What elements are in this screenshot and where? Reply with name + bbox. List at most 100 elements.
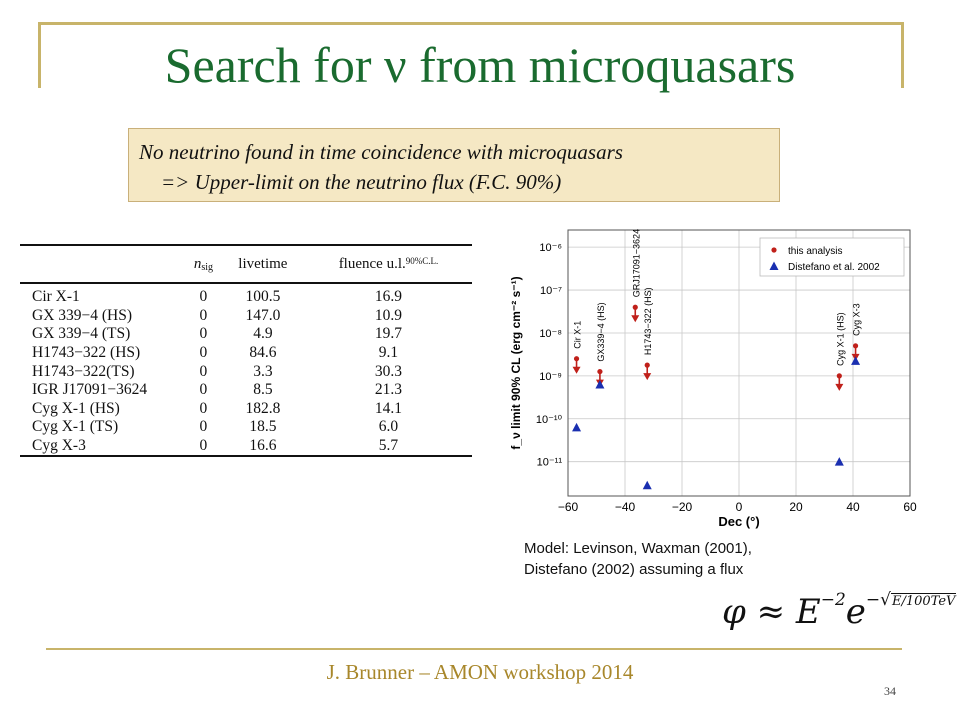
cell-fluence: 14.1 — [374, 399, 403, 417]
distefano-point — [851, 356, 861, 365]
upper-limit-arrowhead — [643, 373, 652, 381]
model-description: Model: Levinson, Waxman (2001), Distefan… — [524, 538, 752, 580]
x-tick-label: 0 — [736, 500, 743, 514]
cell-nsig: 0 — [199, 381, 208, 399]
header-fluence: fluence u.l.90%C.L. — [304, 244, 472, 284]
point-annotation: GRJ17091−3624 — [631, 229, 641, 297]
flux-limit-chart: −60 −40 −20 0 20 40 60 10⁻¹¹ 10⁻¹⁰ 10⁻⁹ 10⁻⁸ 10⁻⁷ 10… — [509, 229, 917, 529]
cell-livetime: 8.5 — [253, 381, 273, 399]
this-analysis-point — [632, 304, 638, 310]
distefano-point — [834, 457, 844, 466]
table-row: Cir X-1 0 100.5 16.9 — [20, 283, 472, 307]
cell-fluence: 30.3 — [374, 362, 403, 380]
this-analysis-point — [836, 373, 842, 379]
y-tick-label: 10⁻⁷ — [540, 285, 562, 297]
results-table-container: nsig livetime fluence u.l.90%C.L. Cir X-… — [20, 244, 472, 476]
frame-left-accent — [38, 22, 41, 88]
distefano-point — [572, 422, 582, 432]
table-row: Cyg X-1 (TS) 0 18.5 6.0 — [20, 418, 472, 437]
y-tick-label: 10⁻⁶ — [539, 242, 562, 254]
table-row: IGR J17091−3624 0 8.5 21.3 — [20, 381, 472, 400]
cell-livetime: 4.9 — [253, 325, 273, 343]
upper-limit-arrowhead — [631, 315, 640, 323]
formula-e: e — [845, 592, 866, 632]
this-analysis-point — [644, 362, 650, 368]
cell-fluence: 10.9 — [374, 306, 403, 324]
x-tick-label: −20 — [672, 500, 693, 514]
note-line-2: => Upper-limit on the neutrino flux (F.C… — [161, 170, 562, 194]
cell-nsig: 0 — [199, 288, 208, 306]
cell-nsig: 0 — [199, 362, 208, 380]
model-line-1: Model: Levinson, Waxman (2001), — [524, 540, 752, 557]
flux-formula: φ ≈ E−2e−√E/100TeV — [722, 590, 957, 632]
cell-source: Cyg X-3 — [20, 436, 186, 458]
page-number: 34 — [884, 684, 896, 698]
table-row: H1743−322 (HS) 0 84.6 9.1 — [20, 344, 472, 363]
distefano-point — [642, 480, 652, 490]
cell-source: H1743−322 (HS) — [32, 344, 141, 362]
point-annotation: Cir X-1 — [573, 321, 583, 349]
table-row: H1743−322(TS) 0 3.3 30.3 — [20, 362, 472, 381]
legend-label-this-analysis: this analysis — [788, 246, 842, 257]
formula-exp1: −2 — [820, 590, 846, 610]
header-livetime: livetime — [220, 244, 305, 284]
cell-livetime: 16.6 — [220, 436, 305, 458]
legend-box — [759, 237, 905, 277]
legend-marker-this-analysis — [771, 247, 777, 253]
x-tick-label: −60 — [558, 500, 579, 514]
legend-label-distefano: Distefano et al. 2002 — [788, 262, 880, 273]
header-source — [20, 244, 186, 284]
chart-ticks: −60 −40 −20 0 20 40 60 10⁻¹¹ 10⁻¹⁰ 10⁻⁹ 10⁻⁸ 10⁻⁷ 10… — [536, 242, 917, 514]
model-line-2: Distefano (2002) assuming a flux — [524, 561, 744, 578]
upper-limit-arrowhead — [572, 366, 581, 374]
point-annotation: Cyg X-3 — [852, 303, 862, 336]
this-analysis-point — [597, 368, 603, 375]
upper-limit-arrowhead — [835, 383, 844, 391]
result-note-box: No neutrino found in time coincidence wi… — [128, 128, 780, 202]
point-annotation: H1743−322 (HS) — [643, 287, 653, 355]
note-line-1: No neutrino found in time coincidence wi… — [139, 140, 623, 164]
formula-lhs: φ ≈ E — [722, 592, 821, 632]
table-row: Cyg X-1 (HS) 0 182.8 14.1 — [20, 400, 472, 419]
frame-top-accent — [38, 22, 904, 25]
cell-nsig: 0 — [199, 399, 208, 417]
cell-fluence: 19.7 — [374, 325, 403, 343]
legend-marker-distefano — [769, 261, 779, 270]
y-tick-label: 10⁻¹⁰ — [536, 414, 563, 426]
this-analysis-point — [573, 356, 580, 362]
cell-fluence: 21.3 — [374, 381, 403, 399]
cell-livetime: 18.5 — [249, 418, 277, 436]
cell-nsig: 0 — [186, 436, 221, 458]
chart-frame — [567, 229, 911, 497]
chart-y-axis-label: f_ν limit 90% CL (erg cm⁻² s⁻¹) — [509, 276, 523, 449]
cell-livetime: 3.3 — [253, 362, 273, 380]
chart-legend: this analysis Distefano et al. 2002 — [759, 237, 905, 277]
cell-fluence: 5.7 — [304, 436, 472, 458]
formula-exp2: −√E/100TeV — [865, 590, 957, 610]
cell-source: GX 339−4 (HS) — [32, 306, 133, 324]
cell-source: Cyg X-1 (HS) — [32, 399, 120, 417]
cell-livetime: 100.5 — [245, 288, 281, 306]
point-annotation: Cyg X-1 (HS) — [835, 312, 845, 366]
cell-livetime: 182.8 — [245, 399, 281, 417]
cell-fluence: 16.9 — [374, 288, 403, 306]
cell-livetime: 84.6 — [249, 344, 277, 362]
cell-source: Cyg X-1 (TS) — [32, 418, 119, 436]
slide-title: Search for ν from microquasars — [164, 37, 796, 93]
table-row: GX 339−4 (HS) 0 147.0 10.9 — [20, 307, 472, 326]
y-tick-label: 10⁻⁸ — [539, 328, 562, 340]
footer-divider — [46, 648, 902, 650]
x-tick-label: 20 — [789, 500, 803, 514]
cell-source: H1743−322(TS) — [32, 362, 135, 380]
table-row: GX 339−4 (TS) 0 4.9 19.7 — [20, 325, 472, 344]
header-nsig: nsig — [186, 244, 221, 284]
cell-nsig: 0 — [199, 344, 208, 362]
x-tick-label: −40 — [615, 500, 636, 514]
y-tick-label: 10⁻¹¹ — [537, 457, 563, 469]
chart-marks: Cir X-1 GX339−4 (HS) GRJ17091−3624H1743−32… — [572, 229, 862, 490]
cell-source: GX 339−4 (TS) — [32, 325, 131, 343]
cell-fluence: 6.0 — [378, 418, 399, 436]
y-tick-label: 10⁻⁹ — [539, 371, 562, 383]
point-annotation: GX339−4 (HS) — [596, 302, 606, 361]
frame-right-accent — [901, 22, 904, 88]
